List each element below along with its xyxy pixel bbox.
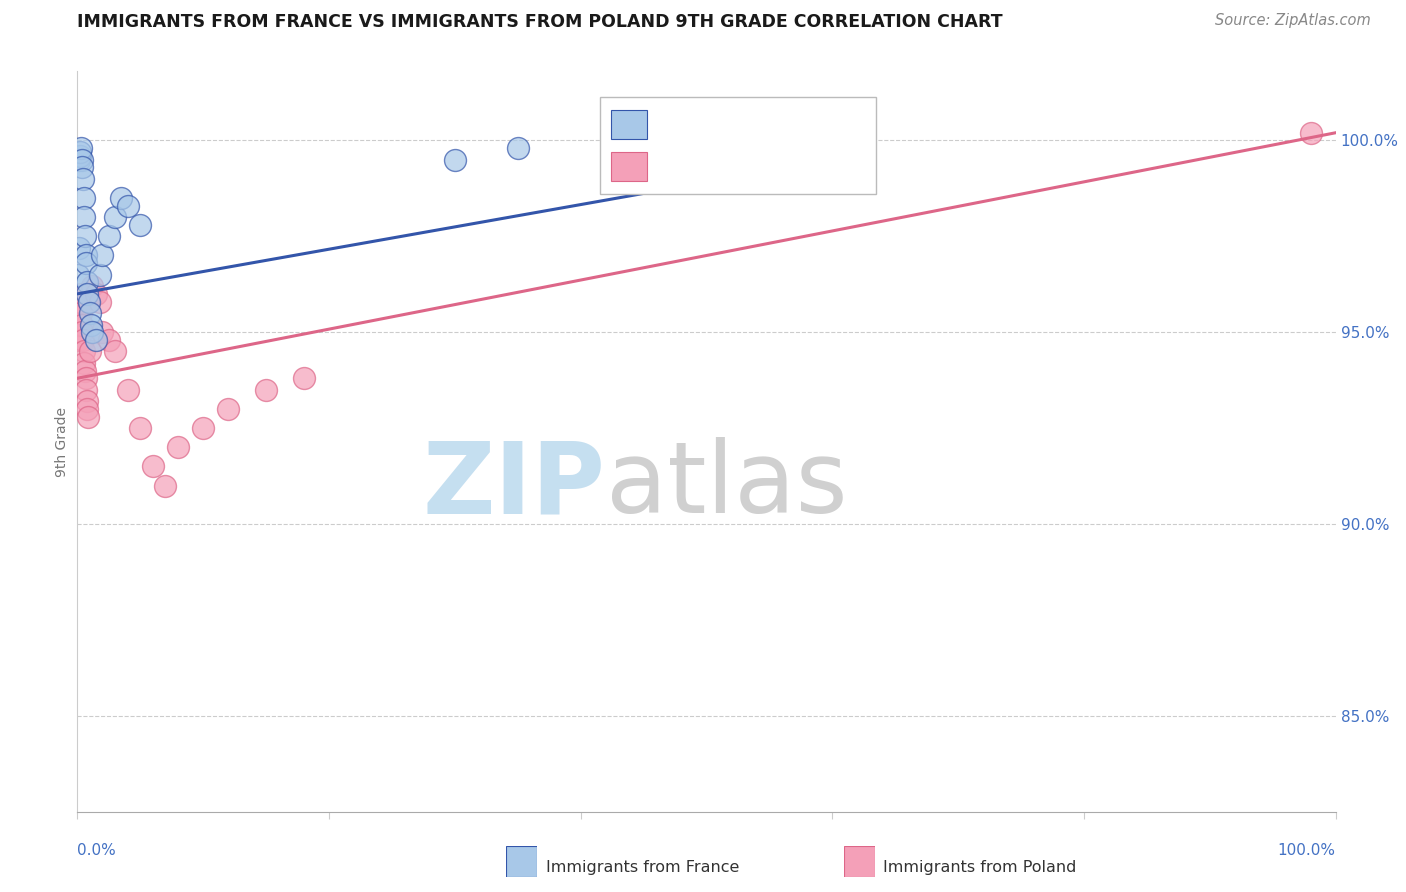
Point xyxy=(167,440,190,454)
Point xyxy=(66,268,89,282)
Point xyxy=(72,191,94,205)
Point xyxy=(70,141,93,155)
Point xyxy=(75,383,97,397)
Point xyxy=(77,294,100,309)
Point xyxy=(69,145,91,159)
Point xyxy=(79,344,101,359)
Point xyxy=(80,318,103,332)
Text: Immigrants from Poland: Immigrants from Poland xyxy=(883,860,1077,874)
Point xyxy=(72,171,94,186)
Text: N =: N = xyxy=(766,115,804,133)
Y-axis label: 9th Grade: 9th Grade xyxy=(55,407,69,476)
Point xyxy=(97,333,120,347)
Point xyxy=(72,325,94,339)
Point xyxy=(72,333,94,347)
Point xyxy=(67,318,90,332)
Point xyxy=(70,153,93,167)
Point xyxy=(217,401,239,416)
Text: Source: ZipAtlas.com: Source: ZipAtlas.com xyxy=(1215,13,1371,29)
Text: 35: 35 xyxy=(813,158,835,176)
Text: atlas: atlas xyxy=(606,437,848,534)
Point xyxy=(84,286,107,301)
Point xyxy=(89,294,111,309)
Text: IMMIGRANTS FROM FRANCE VS IMMIGRANTS FROM POLAND 9TH GRADE CORRELATION CHART: IMMIGRANTS FROM FRANCE VS IMMIGRANTS FRO… xyxy=(77,13,1002,31)
Point xyxy=(77,409,100,424)
Point xyxy=(75,248,97,262)
Point xyxy=(1299,126,1322,140)
Text: ZIP: ZIP xyxy=(423,437,606,534)
Point xyxy=(66,333,89,347)
Point xyxy=(72,344,94,359)
Point xyxy=(67,306,90,320)
Point xyxy=(76,401,98,416)
Point xyxy=(104,344,127,359)
Point xyxy=(73,363,96,377)
Text: R =: R = xyxy=(658,158,696,176)
Text: 100.0%: 100.0% xyxy=(1278,843,1336,858)
Point xyxy=(76,286,98,301)
Point xyxy=(73,229,96,244)
Point xyxy=(129,421,152,435)
Point xyxy=(72,161,94,175)
FancyBboxPatch shape xyxy=(610,110,647,138)
Text: Immigrants from France: Immigrants from France xyxy=(546,860,740,874)
Point xyxy=(117,199,139,213)
FancyBboxPatch shape xyxy=(610,153,647,181)
Point xyxy=(506,141,529,155)
Point xyxy=(117,383,139,397)
Point xyxy=(70,306,93,320)
Point xyxy=(69,149,91,163)
Point xyxy=(142,459,165,474)
Point xyxy=(73,210,96,224)
Point xyxy=(129,218,152,232)
Point xyxy=(254,383,277,397)
Point xyxy=(292,371,315,385)
Point xyxy=(104,210,127,224)
Point xyxy=(67,153,90,167)
Point xyxy=(69,294,91,309)
Point xyxy=(82,325,104,339)
Point xyxy=(444,153,467,167)
Point xyxy=(89,268,111,282)
Text: R =: R = xyxy=(658,115,696,133)
Point xyxy=(82,279,104,293)
Point xyxy=(76,394,98,409)
Point xyxy=(191,421,215,435)
Point xyxy=(79,306,101,320)
Text: 30: 30 xyxy=(813,115,835,133)
Text: N =: N = xyxy=(766,158,804,176)
Point xyxy=(69,286,91,301)
Point xyxy=(75,371,97,385)
Text: 0.336: 0.336 xyxy=(704,115,755,133)
Point xyxy=(91,248,114,262)
Text: 0.0%: 0.0% xyxy=(77,843,117,858)
Point xyxy=(91,325,114,339)
Point xyxy=(70,318,93,332)
Point xyxy=(84,333,107,347)
Point xyxy=(97,229,120,244)
Point xyxy=(75,256,97,270)
Text: 0.406: 0.406 xyxy=(704,158,754,176)
Point xyxy=(73,356,96,370)
Point xyxy=(76,276,98,290)
Point xyxy=(77,294,100,309)
Point xyxy=(110,191,132,205)
Point xyxy=(67,241,90,255)
Point xyxy=(155,478,177,492)
